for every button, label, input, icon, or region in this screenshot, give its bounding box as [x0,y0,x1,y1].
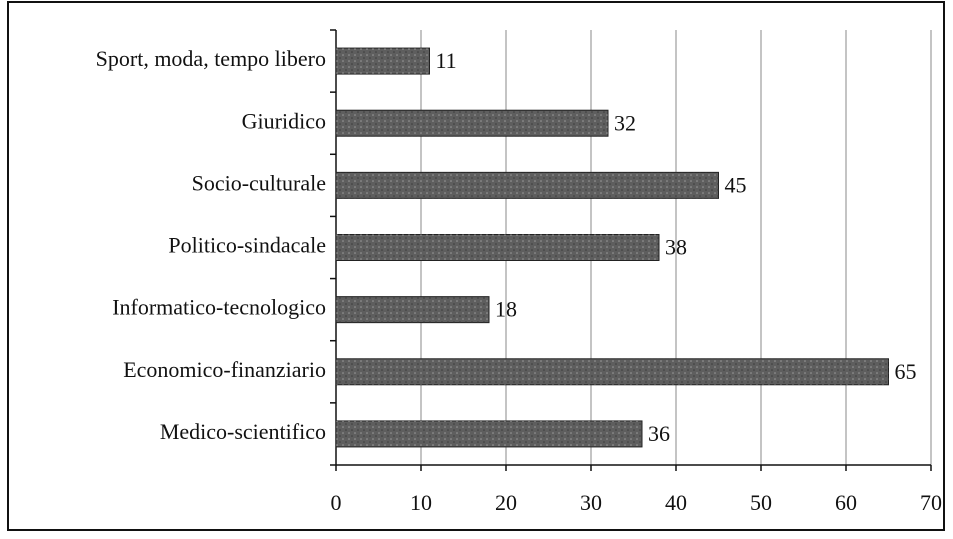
chart-frame [7,1,945,531]
y-tick-label: Informatico-tecnologico [112,295,326,320]
bar-texture [336,420,642,447]
bar-texture [336,110,608,137]
x-tick-label: 10 [410,490,432,515]
data-label: 65 [895,359,917,384]
data-label: 18 [495,297,517,322]
y-tick-label: Medico-scientifico [160,419,326,444]
y-tick-label: Economico-finanziario [123,357,326,382]
x-tick-label: 70 [920,490,942,515]
bar-texture [336,234,659,261]
bar-texture [336,296,489,323]
data-label: 11 [436,48,457,73]
y-tick-label: Politico-sindacale [168,233,326,258]
x-tick-label: 60 [835,490,857,515]
y-tick-label: Sport, moda, tempo libero [96,46,326,71]
x-tick-label: 30 [580,490,602,515]
x-tick-label: 20 [495,490,517,515]
x-tick-label: 40 [665,490,687,515]
data-label: 32 [614,110,636,135]
data-label: 45 [725,172,747,197]
bar-texture [336,48,430,75]
x-tick-label: 50 [750,490,772,515]
data-label: 38 [665,235,687,260]
y-tick-label: Socio-culturale [192,170,326,195]
x-tick-label: 0 [331,490,342,515]
data-label: 36 [648,421,670,446]
bar-texture [336,358,889,385]
y-tick-label: Giuridico [242,108,326,133]
bar-texture [336,172,719,199]
